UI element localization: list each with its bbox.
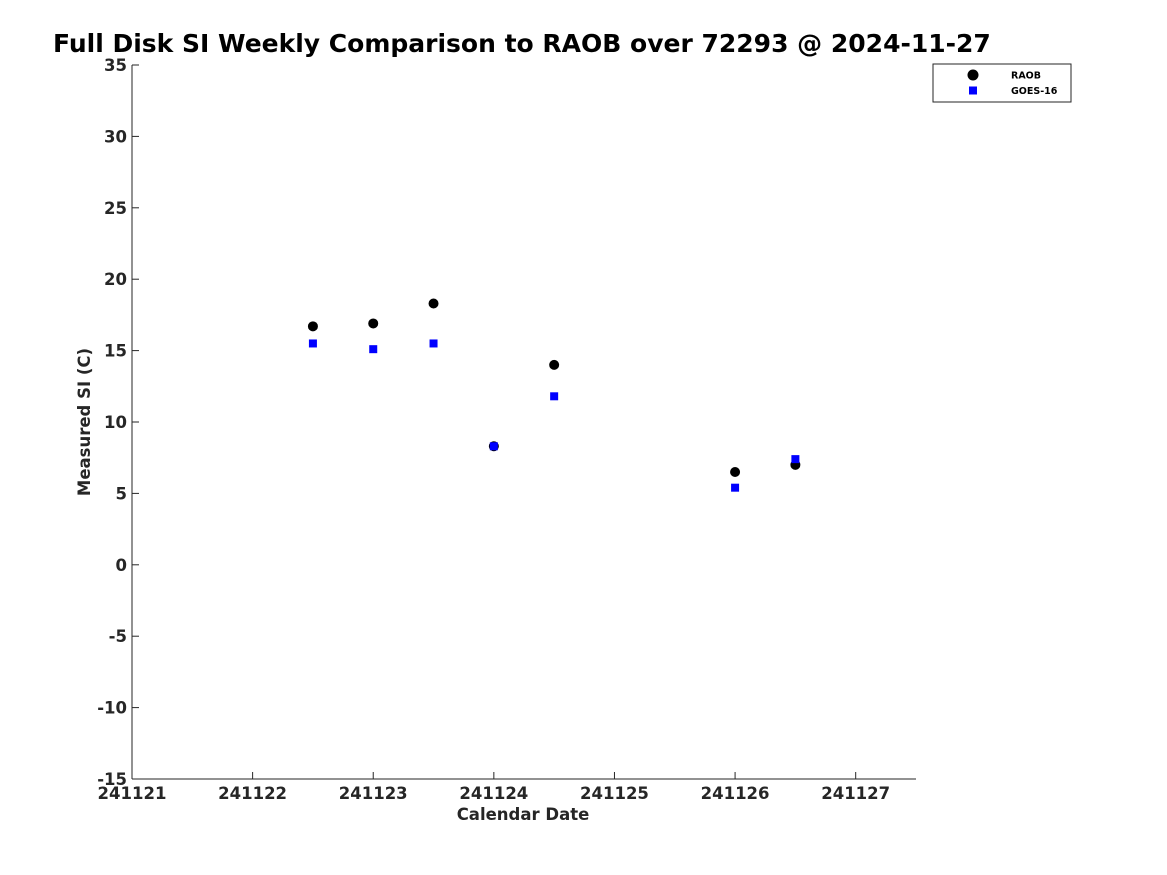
- x-tick-label: 241127: [821, 784, 890, 803]
- point-raob: [307, 321, 318, 332]
- point-goes16: [429, 339, 438, 348]
- legend-box: [932, 63, 1072, 103]
- point-raob: [730, 466, 741, 477]
- y-tick-label: 35: [104, 56, 127, 75]
- x-tick-label: 241121: [98, 784, 167, 803]
- chart-title: Full Disk SI Weekly Comparison to RAOB o…: [53, 29, 991, 58]
- x-ticks: 241121 241122 241123 241124 241125 241126 2411…: [98, 772, 890, 803]
- y-tick-label: 15: [104, 342, 127, 361]
- x-tick-label: 241123: [339, 784, 408, 803]
- y-tick-label: 0: [116, 556, 127, 575]
- y-axis-label: Measured SI (C): [75, 348, 94, 496]
- x-tick-label: 241122: [218, 784, 287, 803]
- legend: RAOB GOES-16: [932, 63, 1072, 103]
- point-goes16: [791, 455, 800, 464]
- point-goes16: [550, 392, 559, 401]
- point-goes16: [731, 483, 740, 492]
- axes: [131, 65, 916, 780]
- x-tick-label: 241126: [701, 784, 770, 803]
- y-ticks: -15 -10 -5 0 5 10 15 20 25 30 35: [97, 56, 139, 789]
- legend-label-raob: RAOB: [1011, 71, 1041, 82]
- point-raob: [428, 298, 439, 309]
- y-tick-label: -10: [97, 699, 127, 718]
- y-tick-label: 25: [104, 199, 127, 218]
- y-tick-label: 5: [116, 484, 127, 503]
- x-tick-label: 241125: [580, 784, 649, 803]
- point-raob: [368, 318, 379, 329]
- legend-marker-goes16: [969, 86, 977, 95]
- point-goes16: [369, 345, 378, 354]
- y-tick-label: 30: [104, 127, 127, 146]
- point-goes16: [308, 339, 317, 348]
- legend-marker-raob: [967, 69, 979, 81]
- y-tick-label: 20: [104, 270, 127, 289]
- legend-label-goes16: GOES-16: [1011, 86, 1058, 97]
- x-tick-label: 241124: [459, 784, 528, 803]
- point-goes16: [489, 442, 498, 451]
- data-points: [307, 298, 801, 492]
- y-tick-label: -5: [109, 627, 127, 646]
- x-axis-label: Calendar Date: [457, 805, 590, 824]
- y-tick-label: -15: [97, 770, 127, 789]
- y-tick-label: 10: [104, 413, 127, 432]
- point-raob: [549, 359, 560, 370]
